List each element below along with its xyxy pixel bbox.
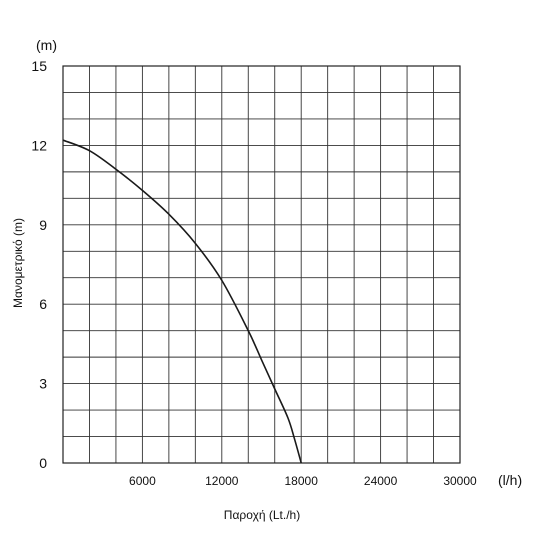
x-tick-label: 24000 [364,474,398,488]
x-unit-label: (l/h) [498,472,522,488]
pump-curve-line [62,139,302,464]
series-layer [62,139,302,464]
y-tick-label: 6 [39,296,47,312]
plot-frame [62,65,461,464]
x-tick-label: 6000 [129,474,156,488]
grid [63,66,460,463]
y-tick-label: 3 [39,376,47,392]
x-tick-label: 30000 [443,474,477,488]
tick-labels: 0 3 6 9 12 15 6000 12000 18000 24000 30000 [31,58,477,488]
y-tick-label: 15 [31,58,47,74]
y-unit-label: (m) [36,37,57,53]
y-tick-label: 12 [31,137,47,153]
x-tick-label: 12000 [205,474,239,488]
y-tick-label: 9 [39,217,47,233]
y-tick-label: 0 [39,455,47,471]
y-axis-title: Μανομετρικό (m) [11,218,25,308]
x-axis-title: Παροχή (Lt./h) [224,508,300,522]
x-tick-label: 18000 [285,474,319,488]
